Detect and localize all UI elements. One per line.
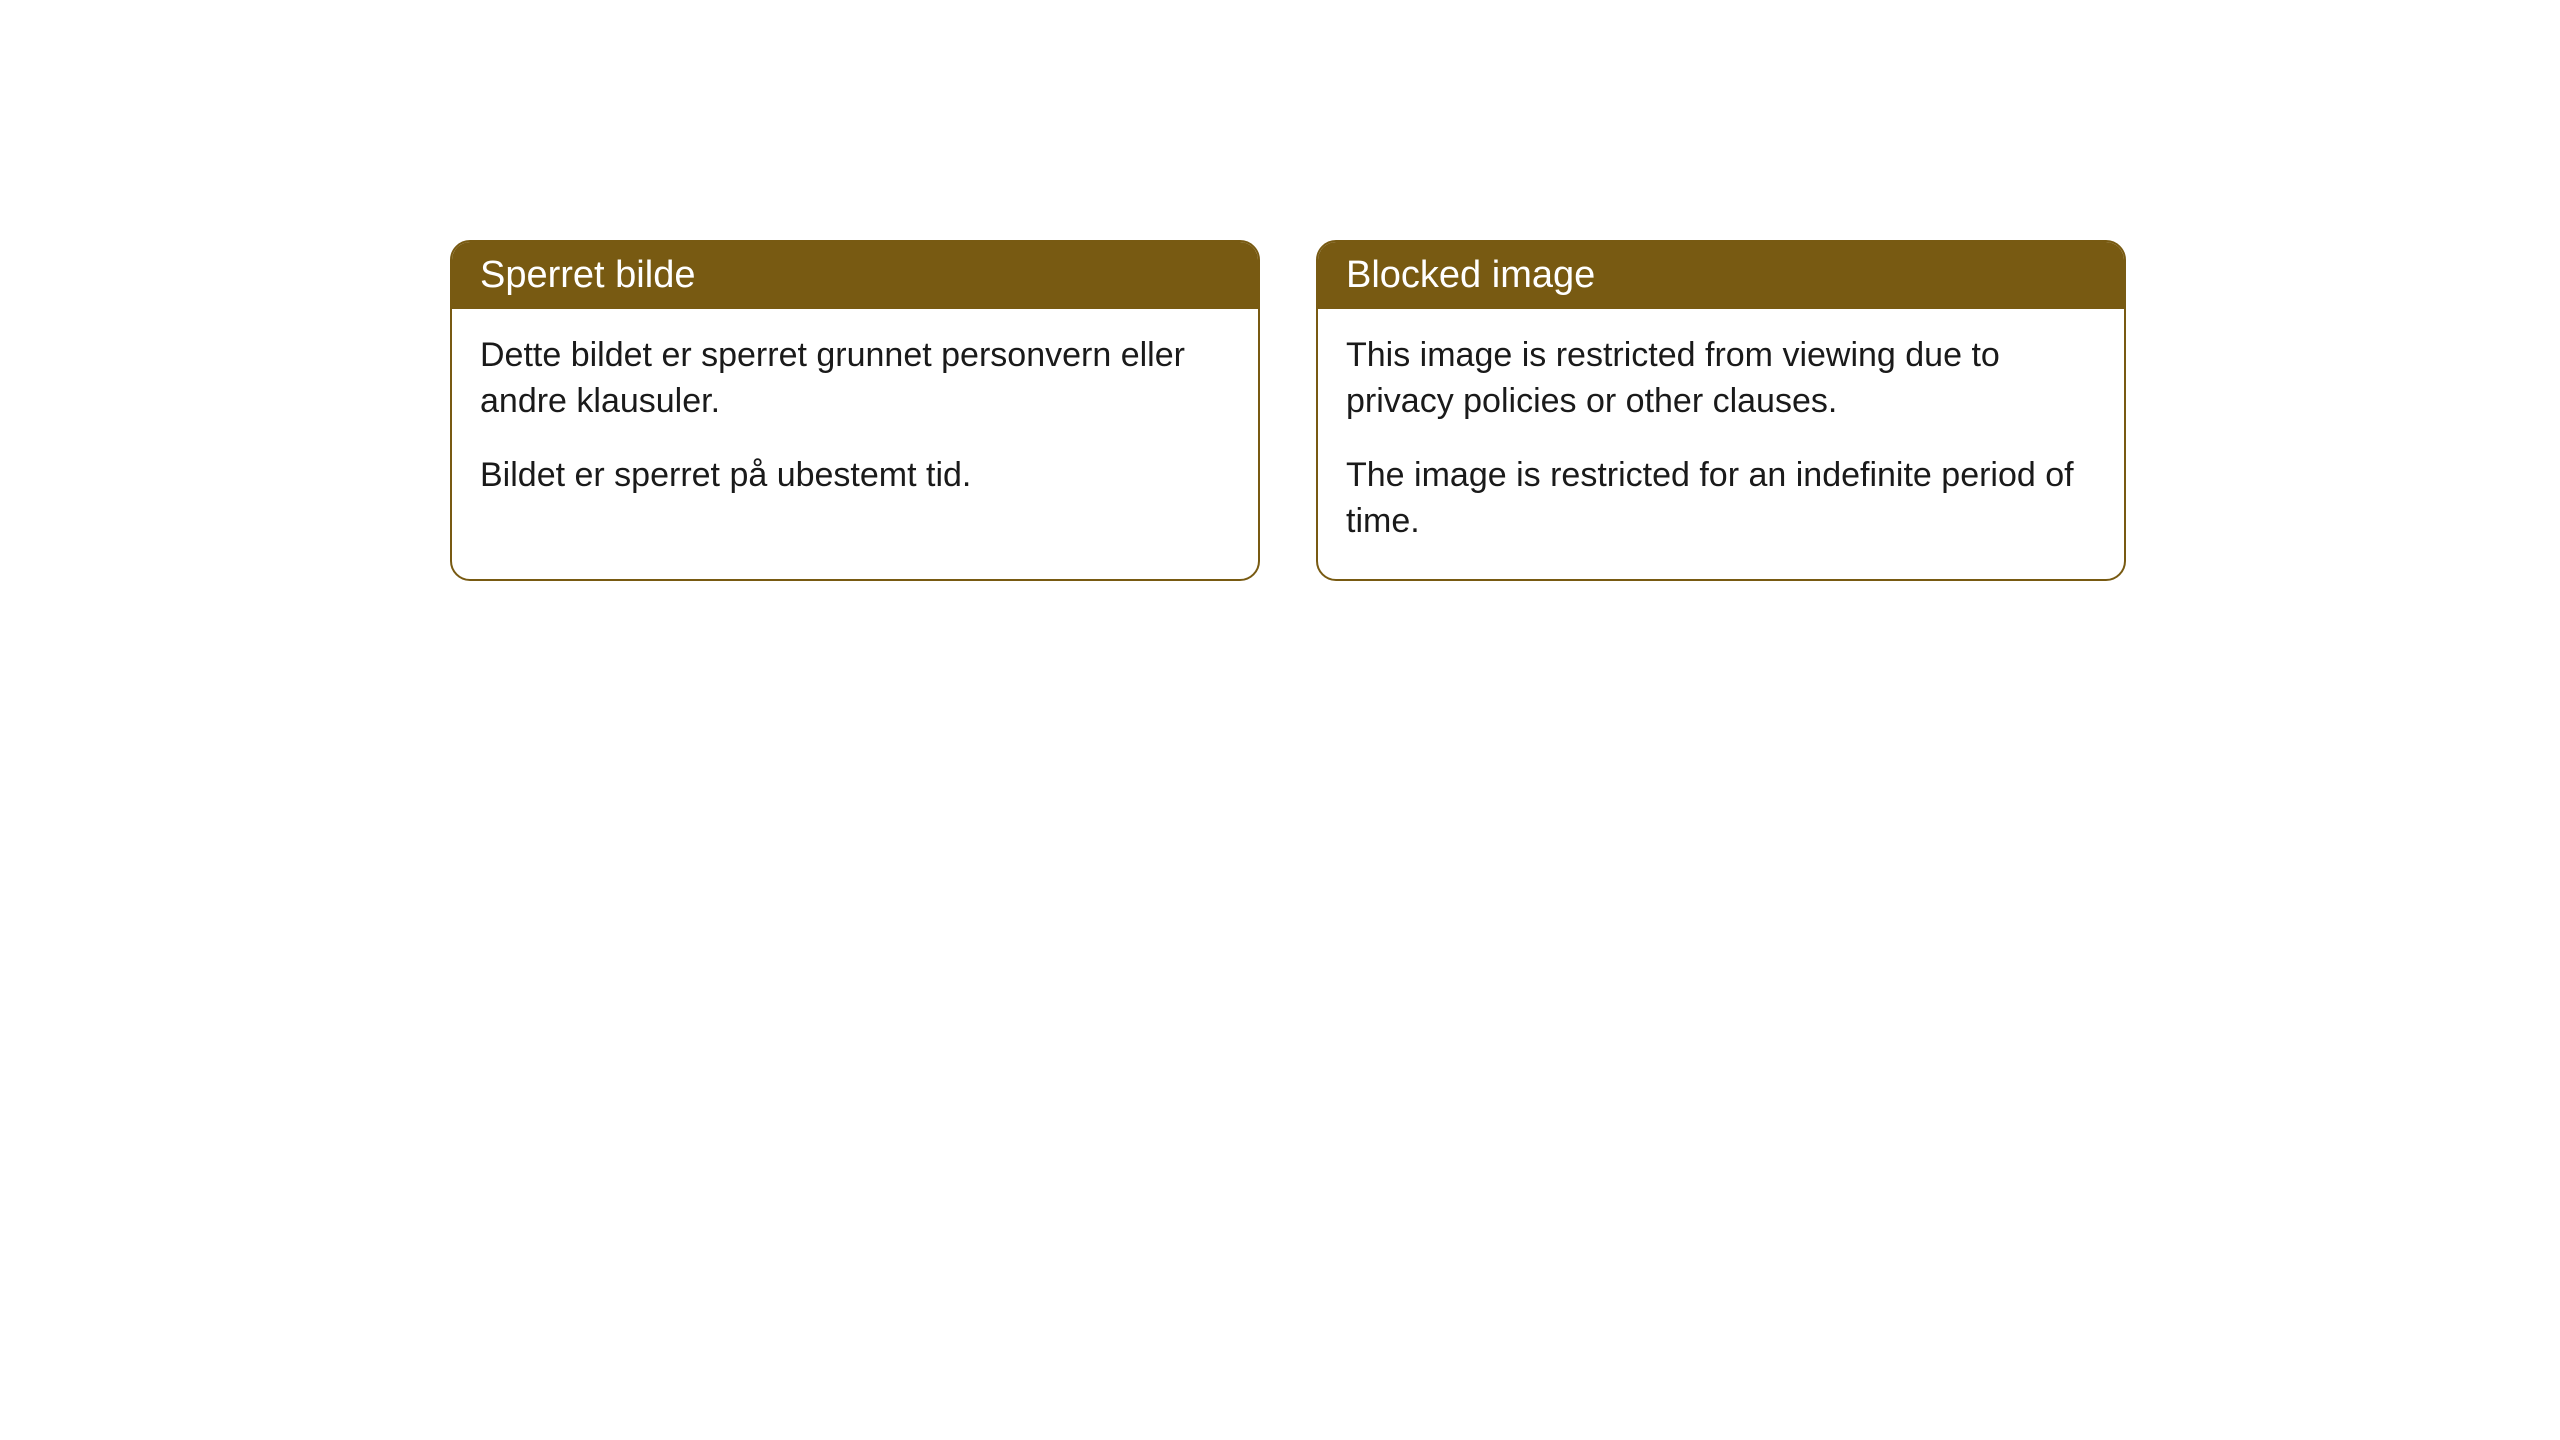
card-paragraph: Dette bildet er sperret grunnet personve… xyxy=(480,333,1230,425)
card-body: This image is restricted from viewing du… xyxy=(1318,309,2124,579)
card-paragraph: The image is restricted for an indefinit… xyxy=(1346,453,2096,545)
notice-cards-container: Sperret bilde Dette bildet er sperret gr… xyxy=(450,240,2560,581)
card-paragraph: This image is restricted from viewing du… xyxy=(1346,333,2096,425)
card-paragraph: Bildet er sperret på ubestemt tid. xyxy=(480,453,1230,499)
card-header: Blocked image xyxy=(1318,242,2124,309)
card-body: Dette bildet er sperret grunnet personve… xyxy=(452,309,1258,533)
card-title: Blocked image xyxy=(1346,254,1595,296)
blocked-image-card-norwegian: Sperret bilde Dette bildet er sperret gr… xyxy=(450,240,1260,581)
card-title: Sperret bilde xyxy=(480,254,695,296)
card-header: Sperret bilde xyxy=(452,242,1258,309)
blocked-image-card-english: Blocked image This image is restricted f… xyxy=(1316,240,2126,581)
